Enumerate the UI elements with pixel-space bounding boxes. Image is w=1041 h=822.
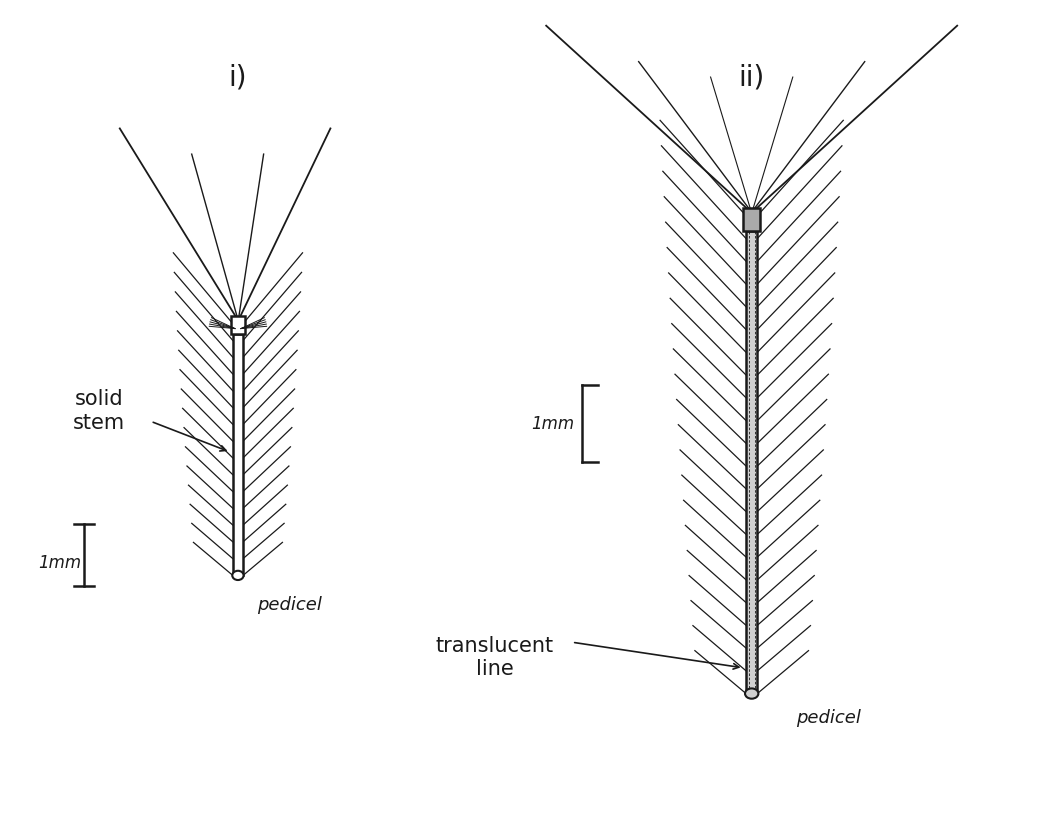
- Text: i): i): [229, 63, 247, 91]
- Text: ii): ii): [738, 63, 765, 91]
- Text: translucent
line: translucent line: [436, 636, 554, 679]
- Text: solid
stem: solid stem: [73, 390, 125, 432]
- Ellipse shape: [745, 689, 758, 699]
- Bar: [233, 334, 244, 575]
- Bar: [746, 231, 758, 694]
- Text: 1mm: 1mm: [531, 415, 575, 433]
- Bar: [231, 316, 245, 334]
- Text: pedicel: pedicel: [796, 709, 861, 727]
- Bar: [743, 208, 760, 231]
- Text: 1mm: 1mm: [39, 553, 81, 571]
- Text: pedicel: pedicel: [257, 596, 322, 614]
- Ellipse shape: [232, 570, 244, 580]
